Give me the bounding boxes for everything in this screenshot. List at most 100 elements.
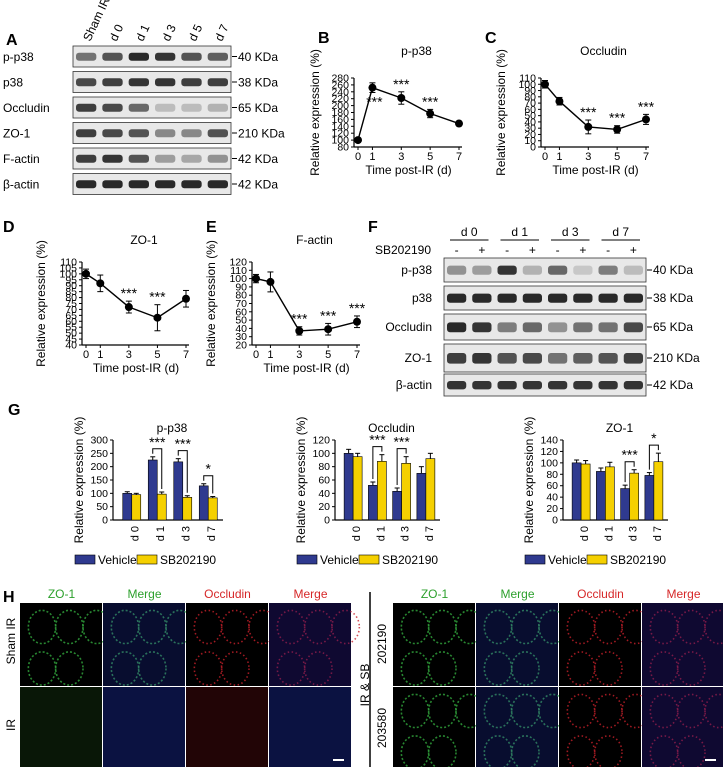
y-tick-label: 120 [540,446,558,458]
y-tick-label: 100 [518,79,536,91]
y-tick-label: 95 [65,274,77,286]
molecular-weight-label: 65 KDa [653,320,693,334]
band [155,154,176,163]
blot-row-frame [443,373,647,397]
tubule-outline [276,609,306,645]
y-tick-label: 80 [235,290,247,302]
tubule-outline [649,735,679,767]
panel-letter: D [3,219,15,236]
x-axis-label: Time post-IR (d) [365,163,451,177]
y-axis-label: Relative expression (%) [308,49,322,176]
row-label: 202190 [375,624,389,664]
x-tick-label: d 7 [206,526,218,541]
band [623,322,643,333]
band [181,78,202,87]
tubule-outline [483,609,513,645]
band [573,352,593,364]
band [181,103,202,112]
y-tick-label: 50 [524,110,536,122]
legend-swatch [524,554,546,565]
bar-vehicle [173,461,184,521]
treatment-sign: - [606,243,610,257]
data-point [455,119,463,128]
tubule-outline [54,609,84,645]
x-tick-label: 3 [296,349,302,361]
chart-title: Occludin [580,44,627,58]
column-label: Merge [666,587,700,601]
legend-swatch [136,554,158,565]
micrograph-tile [642,687,723,767]
band [497,293,517,303]
band [522,352,542,364]
panel-letter: B [318,30,330,47]
y-tick-label: 70 [235,298,247,310]
group-label: d 7 [612,225,629,239]
lane-label: d 0 [107,22,127,43]
lane-label: d 3 [159,22,179,43]
x-tick-label: d 1 [155,526,167,541]
band [472,352,492,364]
micrograph-tile [20,603,102,686]
y-tick-label: 60 [546,480,558,492]
x-tick-label: d 3 [628,526,640,541]
molecular-weight-label: 40 KDa [238,50,278,64]
y-tick-label: 80 [65,292,77,304]
molecular-weight-label: 42 KDa [238,178,278,192]
blot-row-label: p-p38 [3,50,34,64]
data-point [584,122,593,131]
tubule-outline [649,609,679,645]
data-point [642,115,650,124]
band [447,293,467,303]
significance-label: * [206,461,212,477]
tubule-outline [676,609,706,645]
band [207,180,228,189]
x-tick-label: 3 [585,151,591,163]
bar-vehicle [620,488,630,521]
x-tick-label: 7 [354,349,360,361]
band [472,322,492,333]
band [447,322,467,333]
x-axis-label: Time post-IR (d) [552,163,638,177]
tubule-outline [566,609,596,645]
x-tick-label: d 0 [579,526,591,541]
band [573,265,593,275]
band [155,180,176,189]
panel-letter: H [3,589,15,606]
y-tick-label: 40 [65,340,77,352]
y-tick-label: 60 [65,316,77,328]
x-tick-label: 7 [643,151,649,163]
data-point [368,83,377,92]
bar-vehicle [392,491,402,521]
tubule-outline [510,693,540,729]
x-tick-label: 5 [154,349,160,361]
y-tick-label: 110 [60,257,77,269]
bar-sb202190 [605,466,615,521]
blot-row-label: p38 [3,76,23,90]
y-tick-label: 140 [331,121,349,133]
x-tick-label: d 7 [652,526,664,541]
y-tick-label: 40 [524,116,536,128]
band [598,381,618,390]
band [598,352,618,364]
band [76,103,97,112]
significance-label: *** [621,447,638,463]
band [548,265,568,275]
molecular-weight-label: 38 KDa [238,76,278,90]
band [207,78,228,87]
significance-label: *** [422,93,439,109]
significance-label: *** [320,307,337,323]
band [623,381,643,390]
y-tick-label: 100 [90,488,108,500]
legend-label: SB202190 [610,553,666,567]
row-label: 203580 [375,708,389,748]
band [155,78,176,87]
legend-label: SB202190 [382,553,438,567]
chart-title: F-actin [296,233,333,247]
band [548,352,568,364]
molecular-weight-label: 40 KDa [653,263,693,277]
band [76,78,97,87]
bar-vehicle [368,485,378,521]
tubule-outline [676,735,706,767]
